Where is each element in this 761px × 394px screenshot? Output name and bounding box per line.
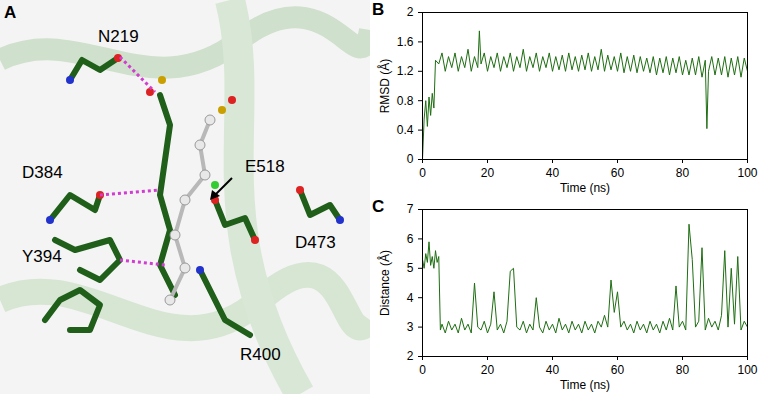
- svg-text:0: 0: [419, 166, 426, 180]
- svg-text:Time (ns): Time (ns): [560, 378, 610, 392]
- svg-text:N219: N219: [98, 27, 139, 46]
- svg-text:E518: E518: [245, 157, 285, 176]
- svg-text:Time (ns): Time (ns): [560, 181, 610, 195]
- svg-text:2: 2: [407, 349, 414, 363]
- svg-text:1.6: 1.6: [397, 35, 414, 49]
- svg-text:80: 80: [676, 166, 690, 180]
- svg-text:3: 3: [407, 320, 414, 334]
- svg-text:0: 0: [407, 152, 414, 166]
- svg-text:60: 60: [611, 166, 625, 180]
- svg-text:Distance (Å): Distance (Å): [377, 250, 392, 316]
- svg-text:80: 80: [676, 363, 690, 377]
- html-text:B: B: [372, 0, 385, 19]
- svg-text:5: 5: [407, 261, 414, 275]
- svg-text:100: 100: [737, 363, 757, 377]
- svg-text:2: 2: [407, 5, 414, 19]
- svg-text:D384: D384: [22, 163, 63, 182]
- svg-text:0: 0: [419, 363, 426, 377]
- svg-text:100: 100: [737, 166, 757, 180]
- svg-text:6: 6: [407, 232, 414, 246]
- svg-text:40: 40: [546, 363, 560, 377]
- svg-text:0.8: 0.8: [397, 94, 414, 108]
- svg-text:RMSD (Å): RMSD (Å): [377, 59, 392, 114]
- svg-text:40: 40: [546, 166, 560, 180]
- svg-text:4: 4: [407, 291, 414, 305]
- svg-text:Y394: Y394: [22, 247, 62, 266]
- svg-text:60: 60: [611, 363, 625, 377]
- svg-text:D473: D473: [295, 233, 336, 252]
- svg-text:R400: R400: [240, 345, 281, 364]
- svg-text:A: A: [4, 3, 16, 22]
- svg-text:20: 20: [481, 363, 495, 377]
- svg-text:20: 20: [481, 166, 495, 180]
- svg-text:7: 7: [407, 202, 414, 216]
- html-text:C: C: [372, 197, 385, 216]
- svg-text:0.4: 0.4: [397, 123, 414, 137]
- svg-text:1.2: 1.2: [397, 64, 414, 78]
